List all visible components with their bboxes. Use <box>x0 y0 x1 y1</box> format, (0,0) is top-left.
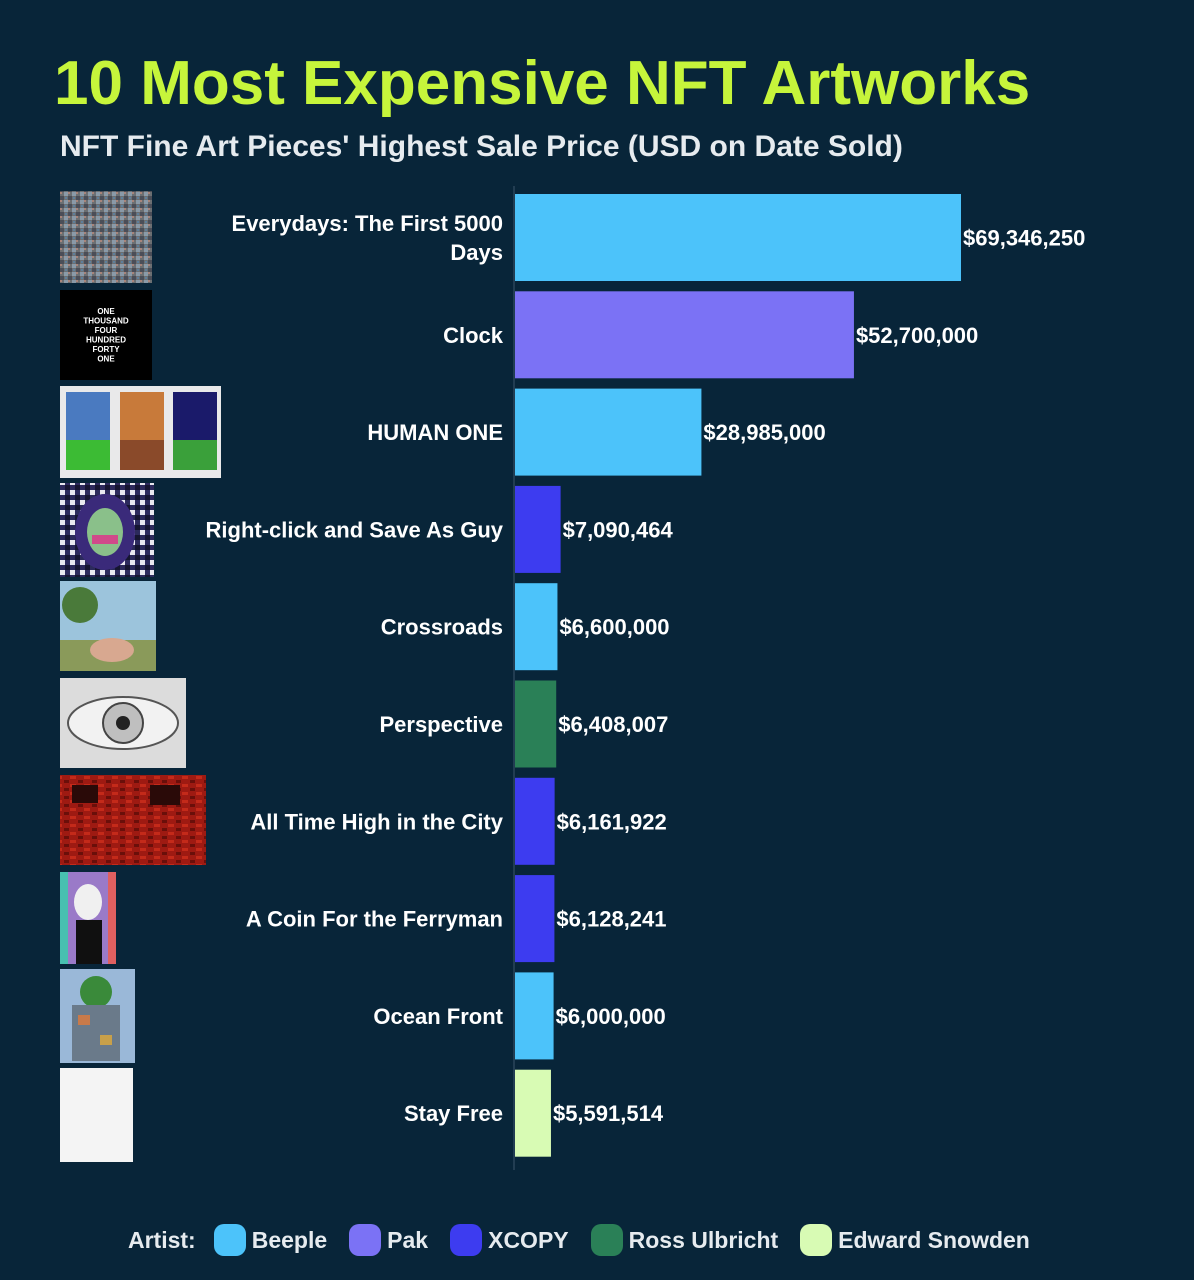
thumbnail-ocean-front <box>60 969 135 1063</box>
category-label: A Coin For the Ferryman <box>246 907 503 932</box>
thumbnail-everydays <box>60 191 152 283</box>
bar <box>515 485 561 573</box>
thumbnail-perspective <box>60 678 186 768</box>
bar <box>515 388 702 476</box>
bar-chart: Everydays: The First 5000 Days Clock HUMAN … <box>60 186 1085 1170</box>
bar <box>515 680 557 768</box>
bar <box>515 194 961 281</box>
value-label: $7,090,464 <box>563 517 674 542</box>
category-label: Perspective <box>379 712 503 737</box>
category-label: Right-click and Save As Guy <box>206 517 504 542</box>
thumbnail-clock: ONE THOUSAND FOUR HUNDRED FORTY ONE <box>60 290 152 380</box>
value-label: $6,000,000 <box>556 1004 666 1029</box>
bar <box>515 291 854 379</box>
bar <box>515 875 555 963</box>
chart-subtitle: NFT Fine Art Pieces' Highest Sale Price … <box>60 130 903 163</box>
legend-item-ross-ulbricht: Ross Ulbricht <box>590 1224 779 1256</box>
legend-swatch <box>800 1224 833 1256</box>
chart-title: 10 Most Expensive NFT Artworks <box>54 49 1031 118</box>
thumbnail-coin-ferryman <box>60 872 116 964</box>
bar <box>515 583 558 671</box>
category-labels-group: Everydays: The First 5000 Days Clock HUMAN … <box>206 211 504 1126</box>
thumbnail-right-click-guy <box>60 483 154 577</box>
bar <box>515 972 554 1060</box>
legend-label: Edward Snowden <box>838 1226 1030 1253</box>
value-label: $6,600,000 <box>559 615 669 640</box>
legend-swatch <box>450 1224 483 1256</box>
thumbnail-human-one <box>60 386 221 478</box>
legend-swatch <box>590 1224 623 1256</box>
legend-item-pak: Pak <box>349 1224 428 1256</box>
bar <box>515 1069 551 1157</box>
value-label: $52,700,000 <box>856 323 978 348</box>
value-label: $6,161,922 <box>557 809 667 834</box>
value-label: $28,985,000 <box>703 420 825 445</box>
legend-label: Pak <box>387 1226 429 1253</box>
category-label: Ocean Front <box>373 1004 503 1029</box>
value-labels-group: $69,346,250 $52,700,000 $28,985,000 $7,090,… <box>553 226 1085 1127</box>
category-label: Clock <box>443 323 504 348</box>
legend-label: Beeple <box>251 1226 328 1253</box>
legend-label: Ross Ulbricht <box>628 1226 779 1253</box>
thumbnail-all-time-high <box>60 775 206 865</box>
legend-swatch <box>213 1224 246 1256</box>
value-label: $6,128,241 <box>556 907 666 932</box>
category-label: All Time High in the City <box>250 809 503 834</box>
thumbnail-crossroads <box>60 581 156 671</box>
value-label: $6,408,007 <box>558 712 668 737</box>
legend-item-xcopy: XCOPY <box>450 1224 569 1256</box>
category-label: HUMAN ONE <box>367 420 503 445</box>
legend-item-edward-snowden: Edward Snowden <box>800 1224 1030 1256</box>
value-label: $5,591,514 <box>553 1101 664 1126</box>
bar <box>515 777 555 865</box>
category-label: Everydays: The First 5000 Days <box>232 211 503 265</box>
value-label: $69,346,250 <box>963 226 1085 251</box>
legend-label: XCOPY <box>488 1226 569 1253</box>
bars-group <box>515 194 961 1157</box>
category-label: Stay Free <box>404 1101 503 1126</box>
legend-title: Artist: <box>128 1226 196 1253</box>
category-label: Crossroads <box>381 615 503 640</box>
legend-item-beeple: Beeple <box>213 1224 328 1256</box>
legend: Artist: Beeple Pak XCOPY Ross Ulbricht E… <box>128 1224 1052 1256</box>
legend-swatch <box>349 1224 382 1256</box>
thumbnail-stay-free <box>60 1068 133 1162</box>
